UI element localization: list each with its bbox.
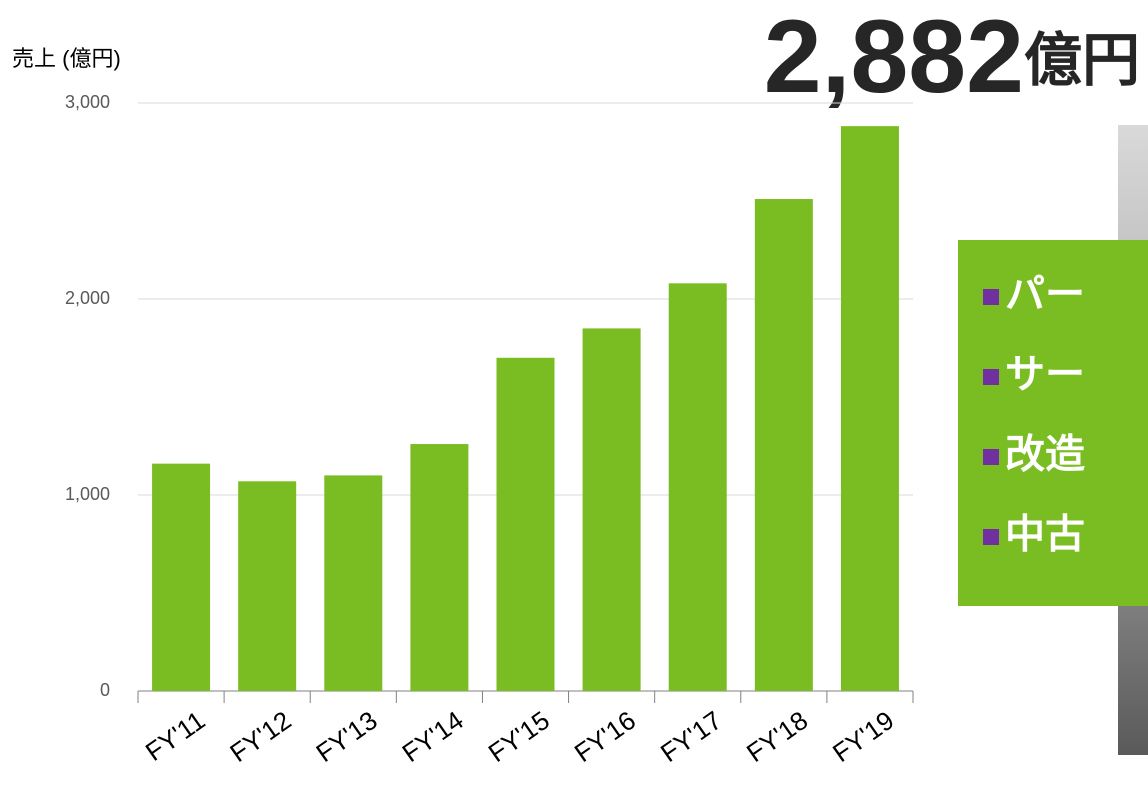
bullet-marker [983,449,999,465]
x-tick-label: FY'14 [397,705,469,768]
y-axis-title: 売上 (億円) [12,46,121,71]
bullet-text: 改造 [1005,433,1085,477]
y-tick-label: 0 [100,680,110,700]
bar [497,358,555,691]
bar [238,481,296,691]
x-tick-label: FY'18 [741,705,813,768]
x-tick-label: FY'11 [140,705,211,767]
bar [410,444,468,691]
x-tick-label: FY'16 [569,705,641,768]
bar [152,464,210,691]
x-tick-label: FY'19 [827,705,899,768]
bullet-text: サー [1005,353,1085,397]
y-tick-label: 2,000 [65,288,110,308]
bullet-text: パー [1005,273,1085,317]
bullet-marker [983,369,999,385]
bullet-text: 中古 [1005,513,1085,557]
bar [841,126,899,691]
y-tick-label: 3,000 [65,92,110,112]
x-tick-label: FY'15 [483,705,555,768]
x-tick-label: FY'13 [310,705,382,768]
bar [324,475,382,691]
bullet-marker [983,529,999,545]
headline: 2,882億円 [764,0,1140,115]
y-tick-label: 1,000 [65,484,110,504]
bullet-marker [983,289,999,305]
bar [755,199,813,691]
bar [669,283,727,691]
bar [583,328,641,691]
page: {"chart_data": { "type": "bar", "y_axis_… [0,0,1148,794]
slide: 売上 (億円) 2,882億円 01,0002,0003,000FY'11FY'… [0,0,1148,794]
x-tick-label: FY'12 [224,705,296,768]
x-tick-label: FY'17 [655,705,727,768]
